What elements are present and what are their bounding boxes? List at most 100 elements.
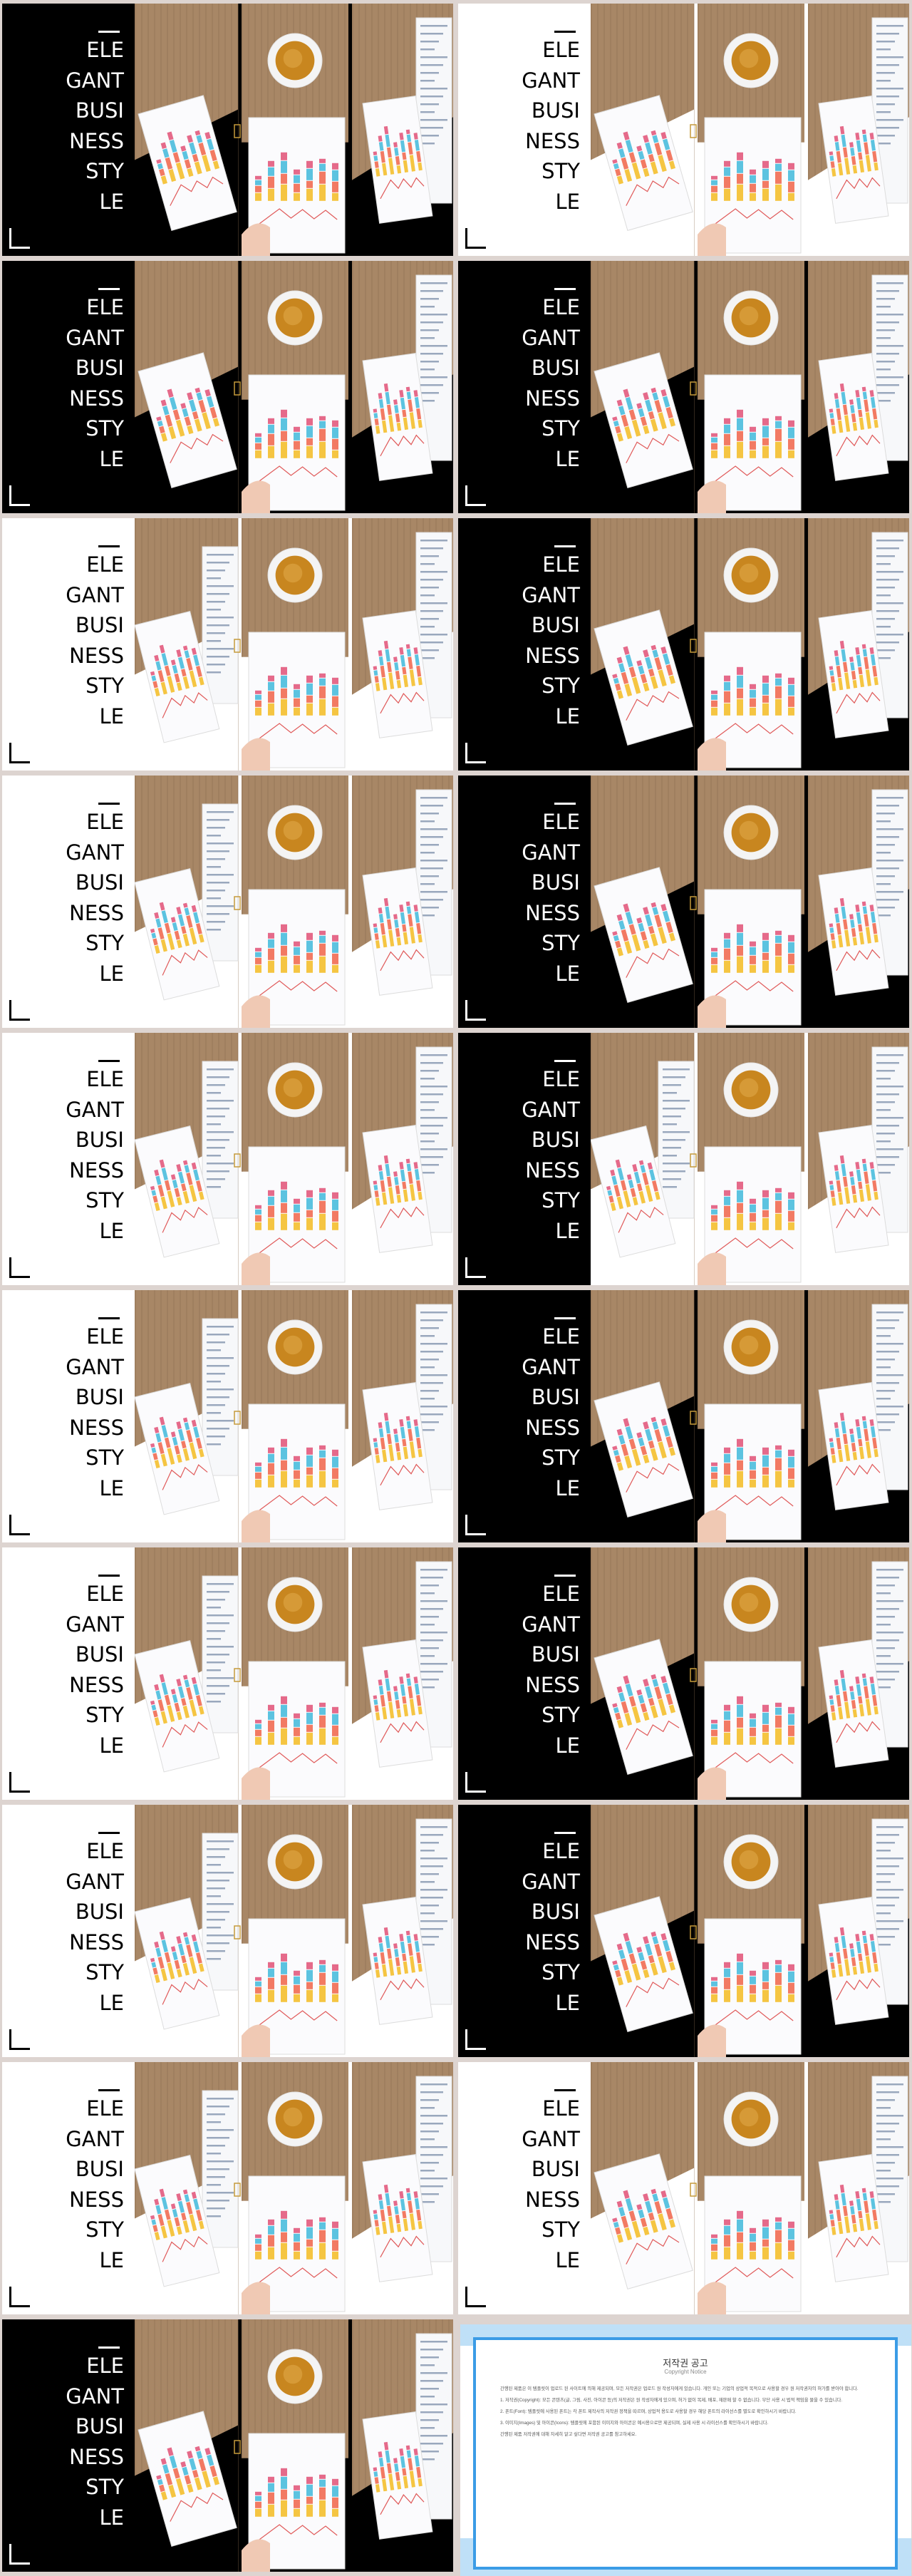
corner-bracket-icon	[465, 2029, 486, 2050]
copyright-notice-slide[interactable]: 저작권 공고 Copyright Notice 간행된 제품은 이 템플릿이 업…	[460, 2324, 911, 2576]
slide-title-line: ELE	[86, 2354, 124, 2378]
slide-thumbnail[interactable]: ELE GANT BUSI NESS STY LE	[2, 1290, 453, 1542]
notice-frame: 저작권 공고 Copyright Notice 간행된 제품은 이 템플릿이 업…	[473, 2337, 898, 2570]
title-accent-bar	[98, 803, 120, 805]
slide-title-line: STY	[86, 1188, 124, 1212]
slide-title-line: LE	[99, 1990, 124, 2015]
slide-thumbnail[interactable]: ELE GANT BUSI NESS STY LE	[2, 518, 453, 771]
business-photo	[135, 776, 453, 1028]
title-accent-bar	[98, 288, 120, 290]
business-photo	[135, 1547, 453, 1800]
slide-title-line: LE	[555, 446, 580, 471]
slide-thumbnail[interactable]: ELE GANT BUSI NESS STY LE	[2, 2062, 453, 2314]
business-photo	[591, 776, 909, 1028]
slide-title-line: BUSI	[531, 356, 580, 380]
business-photo	[591, 1547, 909, 1800]
corner-bracket-icon	[465, 1257, 486, 1278]
slide-title-line: LE	[555, 1733, 580, 1758]
corner-bracket-icon	[9, 1257, 30, 1278]
slide-title-line: GANT	[522, 840, 580, 865]
slide-title-line: GANT	[522, 1097, 580, 1122]
business-photo	[591, 261, 909, 513]
slide-title-line: BUSI	[531, 2157, 580, 2181]
slide-title-line: GANT	[66, 1612, 124, 1637]
slide-title-line: NESS	[69, 1415, 124, 1440]
slide-title-line: NESS	[69, 386, 124, 411]
slide-thumbnail[interactable]: ELE GANT BUSI NESS STY LE	[458, 261, 909, 513]
slide-title-line: GANT	[66, 1869, 124, 1894]
business-photo	[591, 518, 909, 771]
slide-title-line: ELE	[86, 810, 124, 834]
slide-title-line: STY	[542, 1703, 580, 1727]
slide-title-line: NESS	[525, 1158, 580, 1183]
title-accent-bar	[98, 545, 120, 547]
title-accent-bar	[98, 1575, 120, 1577]
slide-thumbnail[interactable]: ELE GANT BUSI NESS STY LE	[458, 2062, 909, 2314]
slide-thumbnail[interactable]: ELE GANT BUSI NESS STY LE	[2, 776, 453, 1028]
slide-title: ELE GANT BUSI NESS STY LE	[458, 1060, 580, 1246]
title-accent-bar	[98, 1060, 120, 1062]
slide-thumbnail[interactable]: ELE GANT BUSI NESS STY LE	[458, 1805, 909, 2057]
slide-thumbnail[interactable]: ELE GANT BUSI NESS STY LE	[458, 1033, 909, 1285]
slide-title: ELE GANT BUSI NESS STY LE	[2, 1317, 124, 1503]
slide-title-line: NESS	[69, 643, 124, 668]
slide-title-line: ELE	[86, 2096, 124, 2121]
slide-thumbnail[interactable]: ELE GANT BUSI NESS STY LE	[2, 261, 453, 513]
slide-title: ELE GANT BUSI NESS STY LE	[458, 1832, 580, 2018]
title-accent-bar	[554, 1575, 576, 1577]
slide-title-line: GANT	[66, 582, 124, 607]
slide-title-line: STY	[86, 1960, 124, 1984]
title-accent-bar	[554, 803, 576, 805]
slide-title-line: ELE	[86, 1324, 124, 1349]
slide-title-line: GANT	[66, 1354, 124, 1379]
slide-title-line: STY	[86, 416, 124, 441]
slide-title-line: ELE	[86, 1067, 124, 1091]
slide-title-line: NESS	[525, 128, 580, 153]
slide-thumbnail[interactable]: ELE GANT BUSI NESS STY LE	[2, 4, 453, 256]
slide-thumbnail[interactable]: ELE GANT BUSI NESS STY LE	[458, 1290, 909, 1542]
slide-title-line: STY	[86, 674, 124, 698]
slide-title-line: BUSI	[75, 1642, 124, 1666]
slide-thumbnail[interactable]: ELE GANT BUSI NESS STY LE	[2, 1547, 453, 1800]
slide-title-line: GANT	[522, 325, 580, 350]
title-accent-bar	[98, 1832, 120, 1834]
corner-bracket-icon	[465, 228, 486, 249]
slide-title-line: BUSI	[531, 98, 580, 123]
slide-title: ELE GANT BUSI NESS STY LE	[458, 1575, 580, 1761]
notice-title: 저작권 공고	[663, 2358, 708, 2369]
slide-title-line: ELE	[542, 2096, 580, 2121]
slide-title-line: NESS	[69, 1158, 124, 1183]
slide-thumbnail[interactable]: ELE GANT BUSI NESS STY LE	[2, 1805, 453, 2057]
slide-title-line: BUSI	[75, 1900, 124, 1924]
notice-paragraph: 간행된 제품은 이 템플릿이 업로드 된 사이트에 의해 제공되며, 모든 저작…	[500, 2386, 859, 2391]
slide-title-line: LE	[555, 189, 580, 214]
slide-thumbnail[interactable]: ELE GANT BUSI NESS STY LE	[458, 776, 909, 1028]
slide-title: ELE GANT BUSI NESS STY LE	[458, 288, 580, 474]
slide-thumbnail[interactable]: ELE GANT BUSI NESS STY LE	[2, 1033, 453, 1285]
corner-bracket-icon	[465, 1000, 486, 1021]
slide-title-line: STY	[542, 2217, 580, 2242]
slide-thumbnail[interactable]: ELE GANT BUSI NESS STY LE	[458, 1547, 909, 1800]
slide-title-line: BUSI	[75, 870, 124, 895]
notice-paragraph: 2. 폰트(Font): 템플릿에 사용된 폰트는 각 폰트 제작사의 저작권 …	[500, 2409, 797, 2414]
slide-title-line: ELE	[86, 1582, 124, 1606]
slide-title-line: ELE	[542, 295, 580, 319]
slide-thumbnail[interactable]: ELE GANT BUSI NESS STY LE	[2, 2319, 453, 2572]
slide-title-line: ELE	[542, 810, 580, 834]
slide-thumbnail[interactable]: ELE GANT BUSI NESS STY LE	[458, 518, 909, 771]
slide-title-line: BUSI	[531, 1642, 580, 1666]
slide-title-line: STY	[86, 159, 124, 183]
slide-title: ELE GANT BUSI NESS STY LE	[458, 31, 580, 217]
slide-title-line: BUSI	[75, 2414, 124, 2438]
slide-title-line: ELE	[86, 295, 124, 319]
slide-title-line: LE	[555, 1990, 580, 2015]
slide-thumbnail[interactable]: ELE GANT BUSI NESS STY LE	[458, 4, 909, 256]
corner-bracket-icon	[9, 743, 30, 763]
business-photo	[135, 261, 453, 513]
slide-title-line: BUSI	[75, 2157, 124, 2181]
slide-title-line: GANT	[66, 2384, 124, 2408]
slide-title-line: NESS	[525, 1930, 580, 1954]
business-photo	[591, 1033, 909, 1285]
slide-title-line: ELE	[542, 1067, 580, 1091]
slide-title-line: BUSI	[75, 1385, 124, 1409]
